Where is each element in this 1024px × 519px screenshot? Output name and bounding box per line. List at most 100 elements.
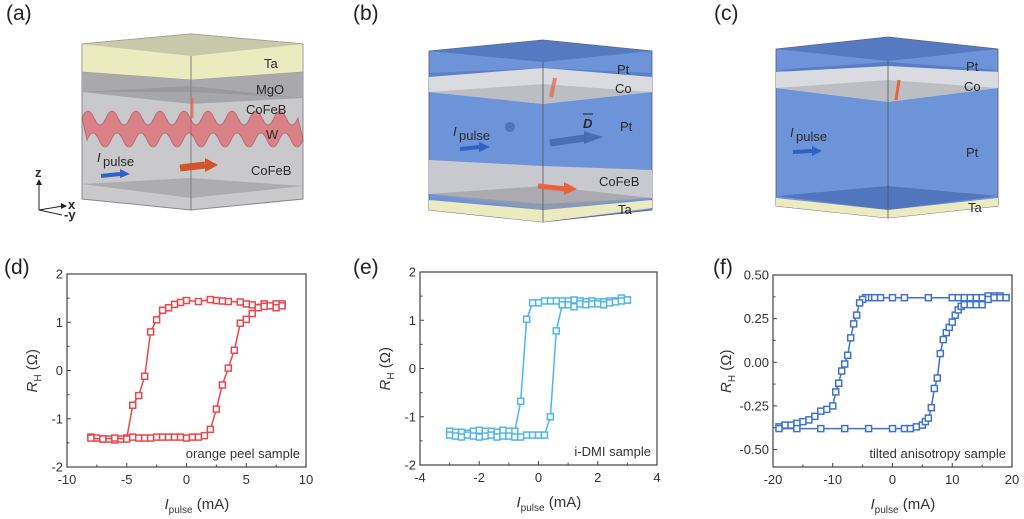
data-point [194, 433, 203, 441]
series-line-1 [449, 299, 628, 438]
y-axis-label-main: R [718, 382, 735, 393]
data-point [152, 433, 161, 441]
x-axis-label: Ipulse (mA) [871, 496, 936, 516]
data-point [522, 315, 531, 324]
spin-arrow-icon [894, 79, 901, 101]
data-point [823, 405, 831, 414]
data-point [266, 302, 274, 310]
data-point [540, 431, 549, 439]
data-point [511, 433, 519, 441]
data-point [594, 300, 602, 308]
panel-label-c: (c) [714, 2, 739, 25]
data-point [924, 293, 933, 302]
data-point [840, 424, 849, 433]
panel-label-f: (f) [713, 256, 733, 279]
x-axis-label-unit: (mA) [193, 496, 230, 513]
data-point [939, 335, 948, 344]
data-point [775, 424, 783, 433]
data-point [954, 293, 962, 302]
data-point [900, 293, 909, 302]
data-point [852, 311, 861, 319]
data-point [787, 421, 795, 429]
data-point [469, 432, 478, 440]
y-tick-label: -1 [51, 411, 63, 426]
x-axis-label: Ipulse (mA) [517, 494, 582, 514]
data-point [254, 304, 262, 312]
data-point [499, 432, 507, 440]
data-point [582, 301, 590, 309]
y-axis-label-sub: H [33, 374, 44, 381]
data-point [128, 401, 137, 409]
data-point [170, 433, 179, 441]
x-axis-label: Ipulse (mA) [165, 496, 230, 516]
data-point [570, 302, 578, 311]
data-point [933, 374, 942, 382]
y-axis-label: RH (Ω) [377, 347, 397, 390]
series-line-0 [90, 298, 283, 441]
data-point [540, 297, 549, 305]
data-point [876, 293, 885, 302]
x-axis-label-main: I [871, 496, 875, 513]
data-point [194, 297, 203, 306]
x-tick-label: 0 [183, 472, 190, 487]
data-point [793, 424, 801, 433]
data-point [972, 300, 980, 309]
data-point [990, 293, 998, 302]
svg-text:MgO: MgO [256, 82, 284, 97]
x-tick-label: 10 [945, 472, 959, 487]
data-point [611, 298, 620, 306]
spin-arrow-icon [537, 183, 567, 192]
data-point [451, 432, 460, 440]
data-point [212, 296, 221, 305]
data-point [900, 424, 909, 433]
svg-text:pulse: pulse [796, 129, 827, 144]
data-point [475, 433, 483, 441]
data-point [176, 433, 185, 441]
data-point [481, 432, 489, 440]
current-arrow-icon [100, 172, 121, 178]
y-axis-label-unit: (Ω) [718, 350, 735, 375]
series-line-0 [778, 295, 1007, 428]
data-point [924, 414, 933, 422]
x-tick-label: 0 [889, 472, 896, 487]
data-point [936, 349, 945, 358]
svg-text:CoFeB: CoFeB [599, 174, 639, 189]
data-point [176, 298, 185, 307]
data-point [224, 364, 233, 372]
data-point [182, 434, 191, 442]
panel-label-a: (a) [6, 2, 32, 25]
svg-text:Ta: Ta [968, 200, 983, 215]
svg-text:Pt: Pt [966, 59, 979, 74]
y-axis-label-main: R [24, 382, 41, 393]
data-point [140, 434, 149, 442]
panel-label-b: (b) [353, 2, 379, 25]
data-point [218, 381, 227, 389]
data-point [599, 301, 608, 309]
sample-annotation: i-DMI sample [574, 444, 651, 459]
svg-text:CoFeB: CoFeB [246, 102, 286, 117]
data-point [152, 316, 161, 324]
data-point [948, 293, 956, 302]
data-point [840, 360, 849, 368]
x-tick-label: -10 [58, 472, 77, 487]
sample-annotation: tilted anisotropy sample [869, 446, 1006, 461]
data-point [996, 293, 1004, 302]
data-point [948, 318, 956, 326]
current-arrow-icon [792, 149, 813, 154]
data-point [134, 391, 143, 400]
data-point [242, 315, 250, 324]
data-point [799, 417, 807, 426]
data-point [248, 301, 256, 309]
data-point [146, 328, 155, 336]
data-point [552, 297, 561, 305]
y-axis-label-unit: (Ω) [377, 347, 394, 372]
svg-text:D: D [583, 116, 593, 131]
y-tick-label: 0.50 [744, 268, 769, 283]
svg-text:pulse: pulse [459, 128, 490, 143]
axes-triad: z x -y [35, 165, 76, 222]
data-point [522, 431, 531, 439]
data-point [158, 433, 167, 441]
y-tick-label: 0 [409, 361, 416, 376]
y-tick-label: 1 [56, 315, 63, 330]
